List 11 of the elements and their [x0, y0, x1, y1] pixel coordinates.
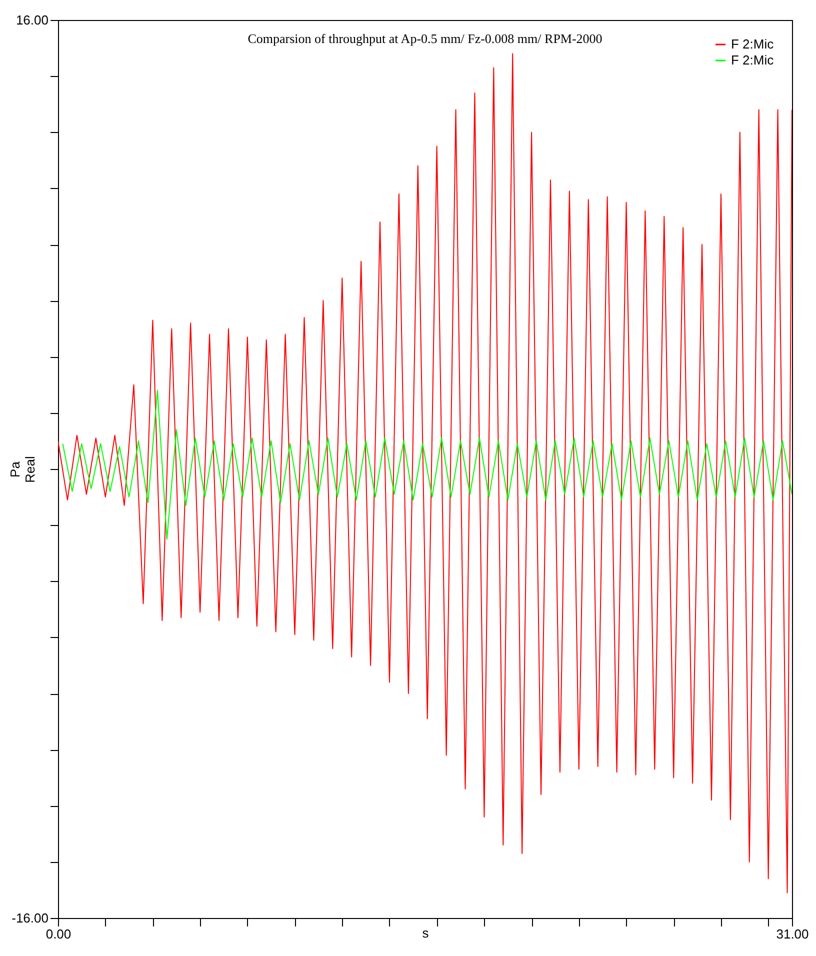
x-axis-title: s: [422, 926, 430, 940]
line-series: [58, 53, 792, 894]
legend-label: F 2:Mic: [731, 36, 774, 52]
x-tick-label: 31.00: [776, 926, 809, 942]
legend-label: F 2:Mic: [731, 52, 774, 68]
y-tick-label: 16.00: [16, 12, 48, 28]
y-axis-title: Pa Real: [8, 456, 38, 483]
y-tick-label: -16.00: [12, 910, 48, 926]
x-tick-label: 0.00: [46, 926, 72, 942]
line-series: [62, 390, 792, 540]
text: Comparsion of throughput at Ap-0.5 mm/ Fz-0.008 mm/ RPM-2000: [248, 31, 602, 46]
